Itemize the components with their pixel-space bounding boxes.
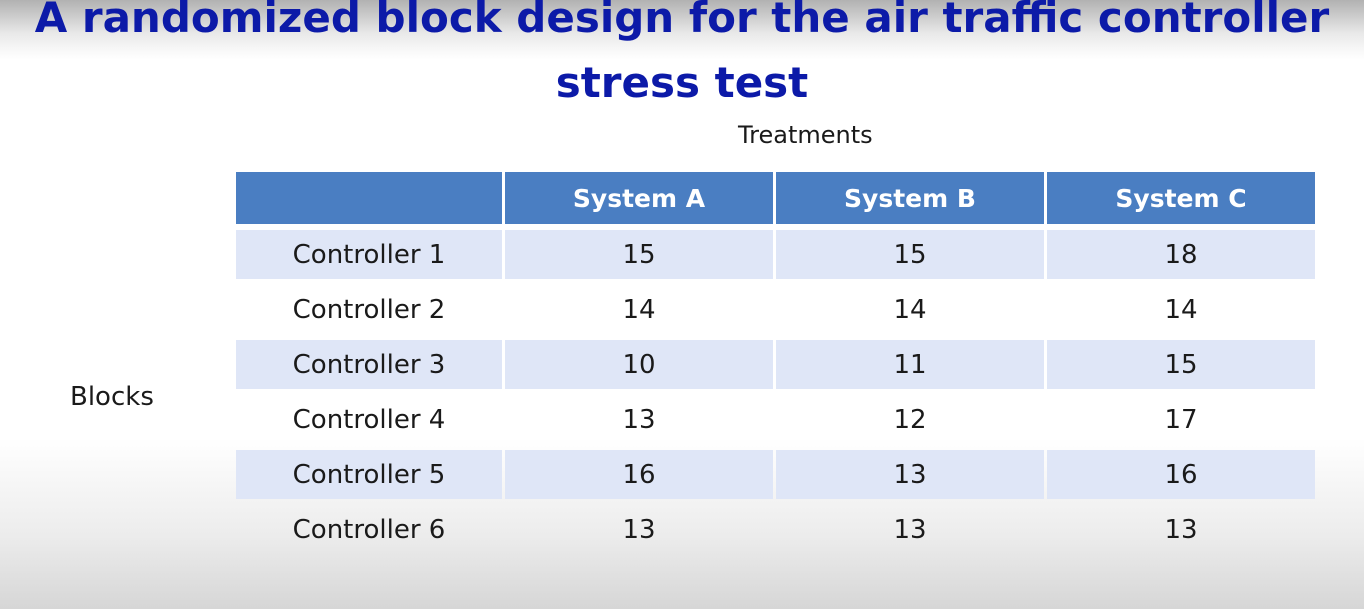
table-header-row: System A System B System C <box>236 172 1315 224</box>
header-cell-system-a: System A <box>505 172 773 224</box>
value-cell: 15 <box>776 230 1044 279</box>
value-cell: 18 <box>1047 230 1315 279</box>
table-row: Controller 1 15 15 18 <box>236 230 1315 279</box>
value-cell: 12 <box>893 404 927 435</box>
blocks-label: Blocks <box>70 382 154 412</box>
value-cell: 14 <box>893 294 927 325</box>
value-cell: 10 <box>505 340 773 389</box>
row-label-cell: Controller 3 <box>236 340 502 389</box>
treatments-label: Treatments <box>738 121 873 149</box>
header-cell-corner <box>236 172 502 224</box>
value-cell: 14 <box>622 294 656 325</box>
data-table: System A System B System C Controller 1 … <box>233 166 1318 560</box>
row-label-cell: Controller 1 <box>236 230 502 279</box>
value-cell: 13 <box>1164 514 1198 545</box>
row-label-cell: Controller 6 <box>292 514 446 545</box>
value-cell: 17 <box>1164 404 1198 435</box>
value-cell: 13 <box>893 514 927 545</box>
table-row: Controller 6 13 13 13 <box>236 505 1315 554</box>
value-cell: 16 <box>505 450 773 499</box>
table-row: Controller 5 16 13 16 <box>236 450 1315 499</box>
table-row: Controller 4 13 12 17 <box>236 395 1315 444</box>
header-cell-system-c: System C <box>1047 172 1315 224</box>
value-cell: 13 <box>776 450 1044 499</box>
value-cell: 15 <box>505 230 773 279</box>
header-cell-system-b: System B <box>776 172 1044 224</box>
value-cell: 11 <box>776 340 1044 389</box>
row-label-cell: Controller 5 <box>236 450 502 499</box>
video-top-shadow <box>0 0 1364 60</box>
table-row: Controller 3 10 11 15 <box>236 340 1315 389</box>
slide-title-line-2: stress test <box>555 58 809 107</box>
row-label-cell: Controller 2 <box>292 294 446 325</box>
table-row: Controller 2 14 14 14 <box>236 285 1315 334</box>
value-cell: 13 <box>622 404 656 435</box>
value-cell: 13 <box>622 514 656 545</box>
value-cell: 14 <box>1164 294 1198 325</box>
value-cell: 15 <box>1047 340 1315 389</box>
slide-title-line-1: A randomized block design for the air tr… <box>34 0 1330 42</box>
row-label-cell: Controller 4 <box>292 404 446 435</box>
value-cell: 16 <box>1047 450 1315 499</box>
